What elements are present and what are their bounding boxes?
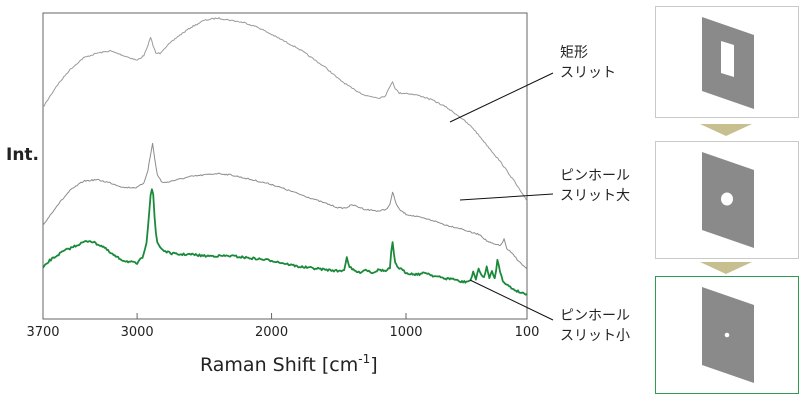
series-label-line: ピンホール — [560, 168, 630, 184]
x-axis-title-close: ] — [370, 354, 377, 376]
rectangular-slit-icon — [702, 17, 754, 109]
pinhole-small-opening — [724, 332, 730, 338]
plot-frame — [42, 12, 528, 320]
series-label-pinhole-small: ピンホールスリット小 — [560, 308, 630, 344]
series-label-line: ピンホール — [560, 308, 630, 324]
series-label-rectangular-slit: 矩形スリット — [560, 45, 616, 81]
x-axis-title: Raman Shift [cm-1] — [200, 352, 378, 376]
down-arrow-1 — [700, 124, 752, 136]
pinhole-small-icon — [702, 287, 754, 383]
series-line-2 — [42, 188, 528, 296]
series-label-line: スリット大 — [560, 188, 630, 204]
down-arrow-2 — [700, 262, 752, 274]
series-line-1 — [42, 142, 528, 270]
series-label-pinhole-large: ピンホールスリット大 — [560, 168, 630, 204]
x-tick-label-2000: 2000 — [255, 325, 288, 340]
x-axis-title-sup: -1 — [358, 352, 370, 366]
x-axis-title-main: Raman Shift [cm — [200, 354, 358, 376]
series-layer — [42, 17, 528, 296]
pinhole-large-icon — [702, 152, 754, 248]
series-label-line: スリット — [560, 65, 616, 81]
slit-panel-pinhole-large — [655, 141, 799, 259]
annotation-leaders — [449, 72, 554, 321]
slit-panel-pinhole-small — [655, 276, 799, 394]
x-tick-label-100: 100 — [515, 325, 540, 340]
x-tick-label-1000: 1000 — [389, 325, 422, 340]
slit-panel-rectangular — [655, 6, 799, 118]
y-axis-title: Int. — [6, 145, 39, 165]
leader-line-1 — [459, 193, 554, 201]
series-line-0 — [42, 17, 528, 202]
x-tick-label-3000: 3000 — [121, 325, 154, 340]
leader-line-0 — [449, 72, 554, 123]
x-axis-ticks: 3700 3000 2000 1000 100 — [26, 313, 539, 340]
rectangular-slit-opening — [721, 41, 734, 77]
x-tick-label-3700: 3700 — [26, 325, 59, 340]
leader-line-2 — [469, 279, 554, 321]
series-label-line: 矩形 — [560, 45, 588, 61]
series-label-line: スリット小 — [560, 328, 630, 344]
pinhole-large-opening — [721, 192, 733, 206]
